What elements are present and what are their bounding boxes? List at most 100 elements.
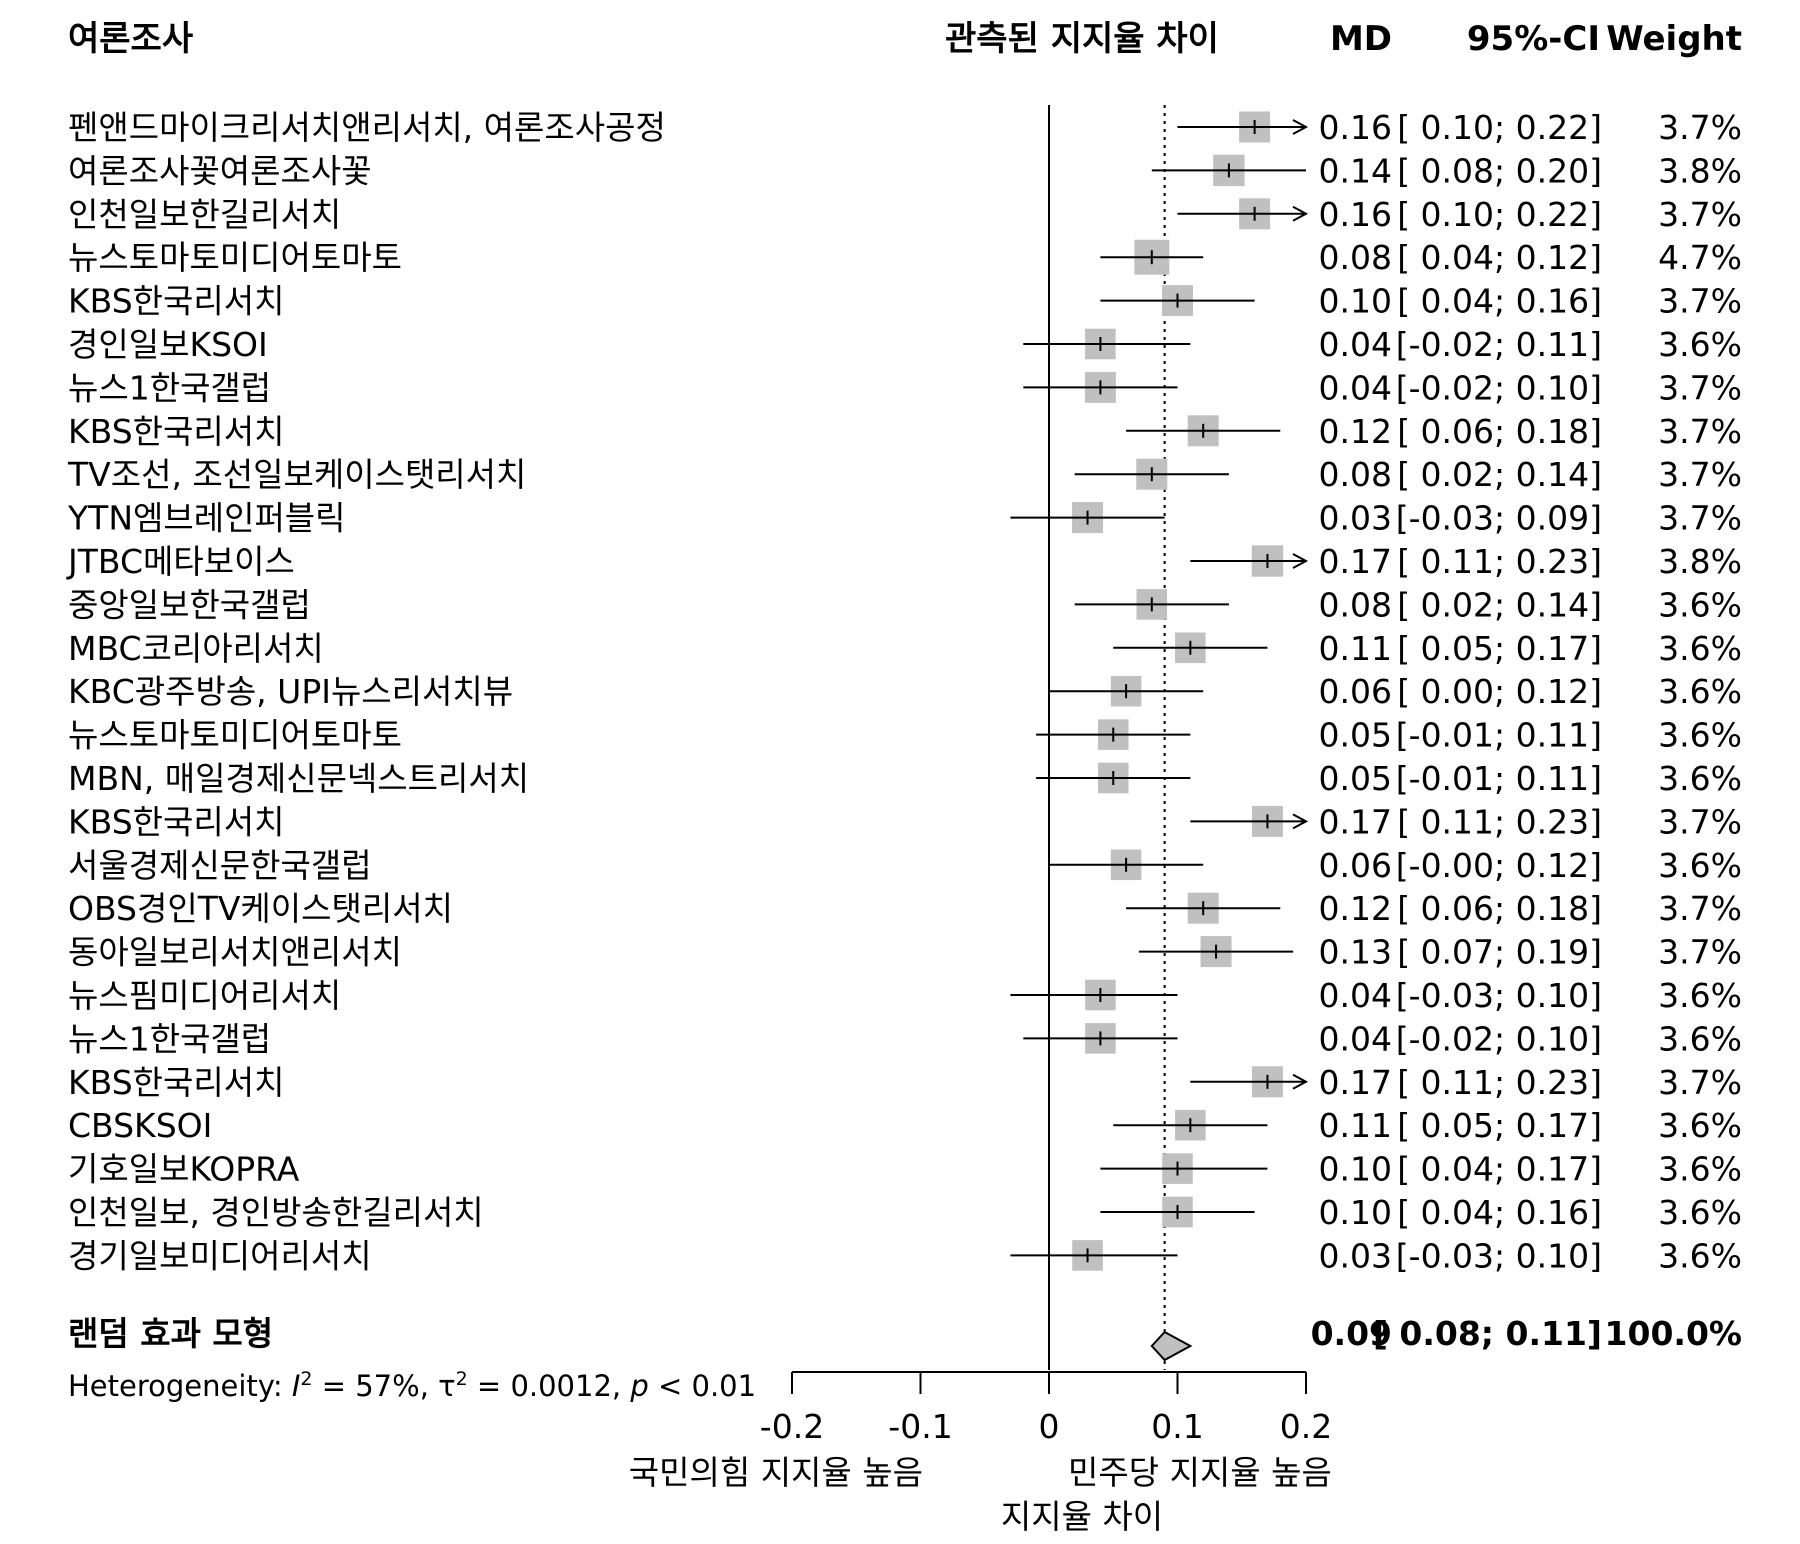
study-md: 0.16 (1319, 108, 1392, 147)
study-name: MBC코리아리서치 (68, 629, 324, 668)
study-row: KBS한국리서치 0.10[ 0.04; 0.16] 3.7% (68, 282, 1742, 321)
study-weight: 3.8% (1658, 151, 1742, 190)
study-row: KBS한국리서치 0.17[ 0.11; 0.23] 3.7% (68, 1063, 1742, 1102)
pooled-label: 랜덤 효과 모형 (68, 1314, 273, 1353)
study-row: 인천일보한길리서치 0.16[ 0.10; 0.22] 3.7% (68, 195, 1742, 234)
study-weight: 3.6% (1658, 846, 1742, 885)
header-effect: 관측된 지지율 차이 (945, 19, 1219, 59)
header-study: 여론조사 (68, 19, 193, 59)
study-name: JTBC메타보이스 (66, 542, 295, 581)
study-weight: 3.6% (1658, 1236, 1742, 1275)
study-row: 기호일보KOPRA 0.10[ 0.04; 0.17] 3.6% (68, 1150, 1742, 1189)
study-md: 0.03 (1319, 1236, 1392, 1275)
study-weight: 3.7% (1658, 802, 1742, 841)
study-md: 0.06 (1319, 672, 1392, 711)
study-md: 0.17 (1319, 542, 1392, 581)
study-ci: [-0.02; 0.11] (1396, 325, 1602, 364)
study-row: MBC코리아리서치 0.11[ 0.05; 0.17] 3.6% (68, 629, 1742, 668)
pooled-weight: 100.0% (1605, 1314, 1742, 1353)
study-md: 0.04 (1319, 325, 1392, 364)
study-ci: [-0.02; 0.10] (1396, 1019, 1602, 1058)
study-weight: 3.7% (1658, 108, 1742, 147)
study-weight: 3.6% (1658, 325, 1742, 364)
study-name: OBS경인TV케이스탯리서치 (68, 889, 453, 928)
study-ci: [ 0.04; 0.16] (1397, 282, 1602, 321)
x-axis-label: 지지율 차이 (1001, 1497, 1163, 1536)
study-name: 기호일보KOPRA (68, 1150, 300, 1189)
study-row: 펜앤드마이크리서치앤리서치, 여론조사공정 0.16[ 0.10; 0.22] 3.… (68, 108, 1742, 147)
study-ci: [ 0.05; 0.17] (1397, 1106, 1602, 1145)
study-row: 중앙일보한국갤럽 0.08[ 0.02; 0.14] 3.6% (68, 585, 1742, 624)
pooled-ci: [ 0.08; 0.11] (1373, 1314, 1602, 1353)
study-weight: 3.6% (1658, 672, 1742, 711)
study-row: 뉴스1한국갤럽 0.04 [-0.02; 0.10] 3.7% (68, 368, 1742, 407)
study-md: 0.06 (1319, 846, 1392, 885)
study-name: 뉴스토마토미디어토마토 (68, 716, 402, 755)
study-row: 뉴스토마토미디어토마토 0.08[ 0.04; 0.12] 4.7% (68, 238, 1742, 277)
study-md: 0.08 (1319, 238, 1392, 277)
study-row: TV조선, 조선일보케이스탯리서치 0.08[ 0.02; 0.14] 3.7% (67, 455, 1742, 494)
study-ci: [ 0.02; 0.14] (1397, 455, 1602, 494)
study-ci: [-0.03; 0.10] (1396, 976, 1602, 1015)
pooled-md: 0.09 (1311, 1314, 1392, 1353)
x-tick-label: -0.1 (888, 1407, 952, 1446)
ci-truncation-arrow (1292, 1073, 1309, 1090)
study-ci: [-0.03; 0.09] (1396, 499, 1602, 538)
study-ci: [ 0.04; 0.17] (1397, 1150, 1602, 1189)
study-weight: 3.8% (1658, 542, 1742, 581)
study-weight: 3.7% (1658, 889, 1742, 928)
ci-truncation-arrow (1292, 119, 1309, 135)
study-weight: 3.7% (1658, 368, 1742, 407)
study-row: CBSKSOI 0.11[ 0.05; 0.17] 3.6% (68, 1106, 1742, 1145)
study-ci: [ 0.05; 0.17] (1397, 629, 1602, 668)
study-ci: [ 0.10; 0.22] (1397, 108, 1602, 147)
study-weight: 3.7% (1658, 1063, 1742, 1102)
study-weight: 4.7% (1658, 238, 1742, 277)
study-ci: [ 0.06; 0.18] (1397, 889, 1602, 928)
study-name: 인천일보한길리서치 (68, 195, 341, 234)
study-weight: 3.7% (1658, 455, 1742, 494)
x-tick-label: 0 (1039, 1407, 1060, 1446)
study-name: KBS한국리서치 (68, 802, 284, 841)
study-name: KBS한국리서치 (68, 1063, 284, 1102)
study-name: 여론조사꽃여론조사꽃 (68, 151, 372, 190)
study-ci: [ 0.11; 0.23] (1397, 802, 1602, 841)
study-name: 중앙일보한국갤럽 (68, 585, 311, 624)
study-md: 0.05 (1319, 716, 1392, 755)
study-weight: 3.7% (1658, 933, 1742, 972)
study-weight: 3.6% (1658, 716, 1742, 755)
study-weight: 3.7% (1658, 412, 1742, 451)
study-name: 뉴스핌미디어리서치 (68, 976, 341, 1015)
study-weight: 3.6% (1658, 1106, 1742, 1145)
study-ci: [-0.02; 0.10] (1396, 368, 1602, 407)
study-ci: [ 0.04; 0.16] (1397, 1193, 1602, 1232)
study-md: 0.16 (1319, 195, 1392, 234)
study-ci: [ 0.07; 0.19] (1397, 933, 1602, 972)
study-md: 0.11 (1319, 629, 1392, 668)
ci-truncation-arrow (1292, 553, 1309, 569)
study-md: 0.04 (1319, 1019, 1392, 1058)
study-row: 뉴스토마토미디어토마토 0.05 [-0.01; 0.11] 3.6% (68, 716, 1742, 755)
study-row: 경기일보미디어리서치 0.03 [-0.03; 0.10] 3.6% (68, 1236, 1742, 1275)
study-row: OBS경인TV케이스탯리서치 0.12[ 0.06; 0.18] 3.7% (68, 889, 1742, 928)
study-name: CBSKSOI (68, 1106, 212, 1145)
x-tick-label: 0.1 (1151, 1407, 1203, 1446)
left-direction-label: 국민의힘 지지율 높음 (629, 1453, 923, 1492)
study-md: 0.10 (1319, 282, 1392, 321)
study-row: YTN엠브레인퍼블릭 0.03 [-0.03; 0.09] 3.7% (67, 499, 1742, 538)
study-row: KBS한국리서치 0.12[ 0.06; 0.18] 3.7% (68, 412, 1742, 451)
study-weight: 3.6% (1658, 759, 1742, 798)
study-weight: 3.6% (1658, 976, 1742, 1015)
study-row: 서울경제신문한국갤럽 0.06 [-0.00; 0.12] 3.6% (68, 846, 1742, 885)
study-rows: 펜앤드마이크리서치앤리서치, 여론조사공정 0.16[ 0.10; 0.22] 3.… (66, 108, 1742, 1275)
study-md: 0.13 (1319, 933, 1392, 972)
study-ci: [ 0.10; 0.22] (1397, 195, 1602, 234)
study-md: 0.12 (1319, 889, 1392, 928)
pooled-diamond (1150, 1330, 1193, 1362)
ci-truncation-arrow (1292, 205, 1309, 222)
study-md: 0.17 (1319, 802, 1392, 841)
study-weight: 3.6% (1658, 585, 1742, 624)
study-row: 뉴스핌미디어리서치 0.04 [-0.03; 0.10] 3.6% (68, 976, 1742, 1015)
study-name: 뉴스1한국갤럽 (68, 1019, 271, 1058)
